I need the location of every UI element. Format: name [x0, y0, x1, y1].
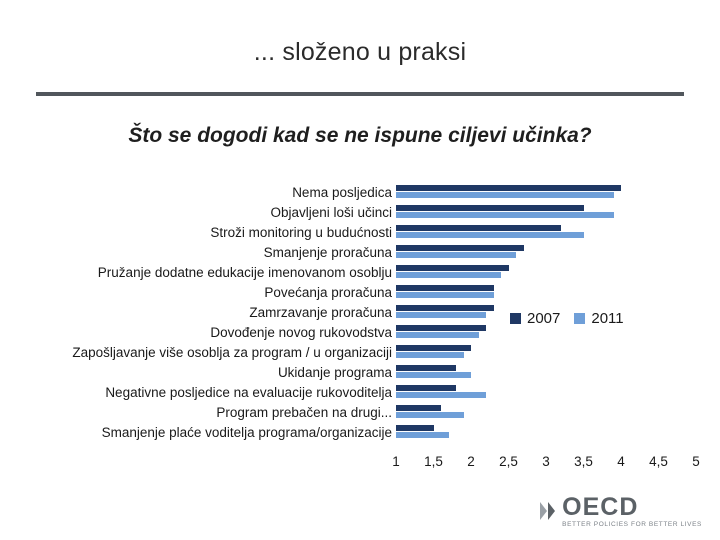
- category-label: Objavljeni loši učinci: [270, 204, 392, 220]
- chart-row: Ukidanje programa: [10, 362, 710, 382]
- bar-group: [396, 302, 696, 322]
- legend-label-2007: 2007: [527, 310, 561, 327]
- oecd-tagline: BETTER POLICIES FOR BETTER LIVES: [562, 520, 702, 528]
- bar-group: [396, 242, 696, 262]
- bar-2007: [396, 245, 524, 251]
- category-label: Smanjenje proračuna: [263, 244, 392, 260]
- bar-2011: [396, 312, 486, 318]
- bar-2011: [396, 292, 494, 298]
- chart-row: Stroži monitoring u budućnosti: [10, 222, 710, 242]
- x-tick-label: 3: [542, 454, 550, 469]
- chart-row: Zapošljavanje više osoblja za program / …: [10, 342, 710, 362]
- chart-row: Zamrzavanje proračuna: [10, 302, 710, 322]
- chart-row: Program prebačen na drugi...: [10, 402, 710, 422]
- bar-2007: [396, 405, 441, 411]
- bar-2007: [396, 225, 561, 231]
- bar-2007: [396, 385, 456, 391]
- bar-2011: [396, 332, 479, 338]
- bar-group: [396, 222, 696, 242]
- category-label: Stroži monitoring u budućnosti: [210, 224, 392, 240]
- bar-group: [396, 282, 696, 302]
- chart-row: Nema posljedica: [10, 182, 710, 202]
- bar-group: [396, 382, 696, 402]
- category-label: Program prebačen na drugi...: [216, 404, 392, 420]
- chart-row: Povećanja proračuna: [10, 282, 710, 302]
- bar-2011: [396, 272, 501, 278]
- x-tick-label: 1: [392, 454, 400, 469]
- bar-group: [396, 422, 696, 442]
- chart-row: Negativne posljedice na evaluacije rukov…: [10, 382, 710, 402]
- bar-group: [396, 342, 696, 362]
- category-label: Nema posljedica: [292, 184, 392, 200]
- bar-chart: Nema posljedica Objavljeni loši učinci Str…: [10, 182, 710, 470]
- legend-swatch-2007: [510, 313, 521, 324]
- bar-2011: [396, 192, 614, 198]
- bar-2011: [396, 432, 449, 438]
- x-tick-label: 3,5: [574, 454, 593, 469]
- chart-subtitle: Što se dogodi kad se ne ispune ciljevi u…: [128, 124, 592, 147]
- category-label: Dovođenje novog rukovodstva: [210, 324, 392, 340]
- oecd-text: OECD BETTER POLICIES FOR BETTER LIVES: [562, 492, 702, 529]
- category-label: Smanjenje plaće voditelja programa/organ…: [101, 424, 392, 440]
- plot-area: Nema posljedica Objavljeni loši učinci Str…: [10, 182, 710, 454]
- chart-row: Smanjenje plaće voditelja programa/organ…: [10, 422, 710, 442]
- oecd-name: OECD: [562, 492, 639, 521]
- bar-group: [396, 202, 696, 222]
- x-tick-label: 2: [467, 454, 475, 469]
- bar-2007: [396, 365, 456, 371]
- title-divider: [36, 92, 684, 96]
- bar-group: [396, 402, 696, 422]
- x-tick-label: 2,5: [499, 454, 518, 469]
- bar-2007: [396, 425, 434, 431]
- legend-label-2011: 2011: [591, 310, 624, 327]
- category-label: Negativne posljedice na evaluacije rukov…: [105, 384, 392, 400]
- category-label: Pružanje dodatne edukacije imenovanom os…: [97, 264, 392, 280]
- bar-2011: [396, 372, 471, 378]
- chart-row: Objavljeni loši učinci: [10, 202, 710, 222]
- bar-2007: [396, 185, 621, 191]
- chart-rows: Nema posljedica Objavljeni loši učinci Str…: [10, 182, 710, 442]
- x-tick-label: 4: [617, 454, 625, 469]
- x-axis: 1 1,5 2 2,5 3 3,5 4 4,5 5: [392, 454, 706, 480]
- x-tick-label: 5: [692, 454, 700, 469]
- bar-group: [396, 322, 696, 342]
- chart-row: Pružanje dodatne edukacije imenovanom os…: [10, 262, 710, 282]
- bar-2007: [396, 345, 471, 351]
- bar-2007: [396, 305, 494, 311]
- bar-2011: [396, 252, 516, 258]
- chart-legend: 2007 2011: [510, 310, 624, 327]
- bar-2011: [396, 212, 614, 218]
- bar-2011: [396, 392, 486, 398]
- legend-item-2011: 2011: [574, 310, 624, 327]
- bar-2007: [396, 205, 584, 211]
- x-tick-label: 1,5: [424, 454, 443, 469]
- bar-2007: [396, 265, 509, 271]
- legend-item-2007: 2007: [510, 310, 560, 327]
- bar-2011: [396, 412, 464, 418]
- bar-2007: [396, 285, 494, 291]
- bar-group: [396, 262, 696, 282]
- chart-row: Smanjenje proračuna: [10, 242, 710, 262]
- chart-row: Dovođenje novog rukovodstva: [10, 322, 710, 342]
- bar-group: [396, 362, 696, 382]
- page-title: ... složeno u praksi: [253, 38, 467, 66]
- legend-swatch-2011: [574, 313, 586, 324]
- bar-2007: [396, 325, 486, 331]
- bar-group: [396, 182, 696, 202]
- category-label: Zapošljavanje više osoblja za program / …: [72, 344, 392, 360]
- chevron-right-icon: [540, 502, 556, 521]
- category-label: Povećanja proračuna: [264, 284, 392, 300]
- x-tick-label: 4,5: [649, 454, 668, 469]
- category-label: Ukidanje programa: [277, 364, 392, 380]
- oecd-logo: OECD BETTER POLICIES FOR BETTER LIVES: [540, 492, 702, 529]
- bar-2011: [396, 352, 464, 358]
- category-label: Zamrzavanje proračuna: [249, 304, 392, 320]
- bar-2011: [396, 232, 584, 238]
